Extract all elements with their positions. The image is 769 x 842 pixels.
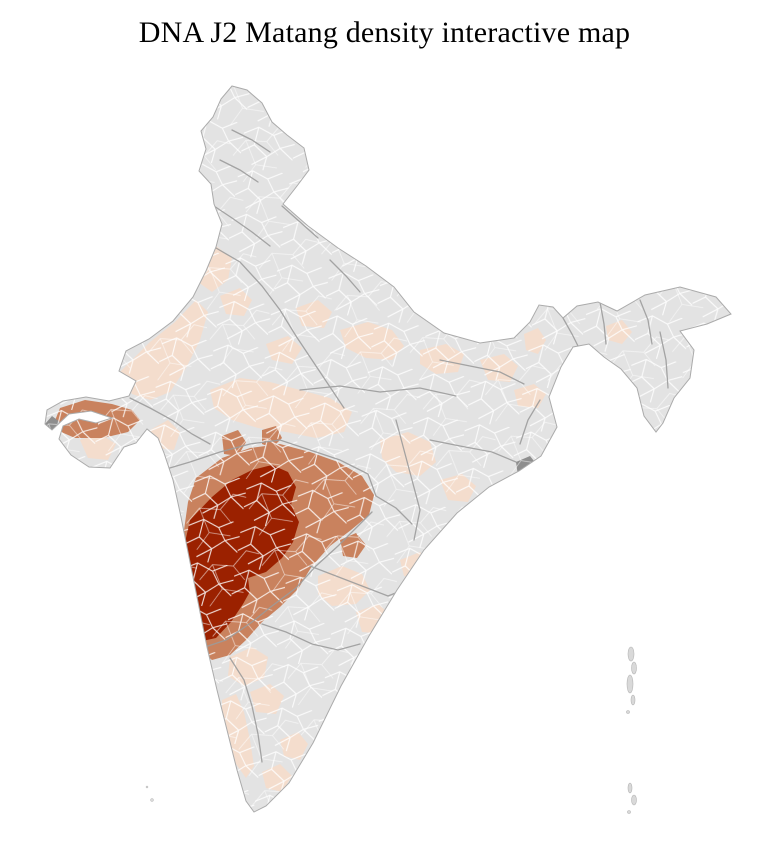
nicobar-islands[interactable] [627,782,637,814]
andaman-islands[interactable] [626,646,637,714]
lakshadweep-islands[interactable] [145,785,154,802]
page-title: DNA J2 Matang density interactive map [138,16,631,49]
india-map[interactable] [0,70,769,842]
state-borders [129,129,669,763]
district-borders-overlay-2 [45,86,731,812]
